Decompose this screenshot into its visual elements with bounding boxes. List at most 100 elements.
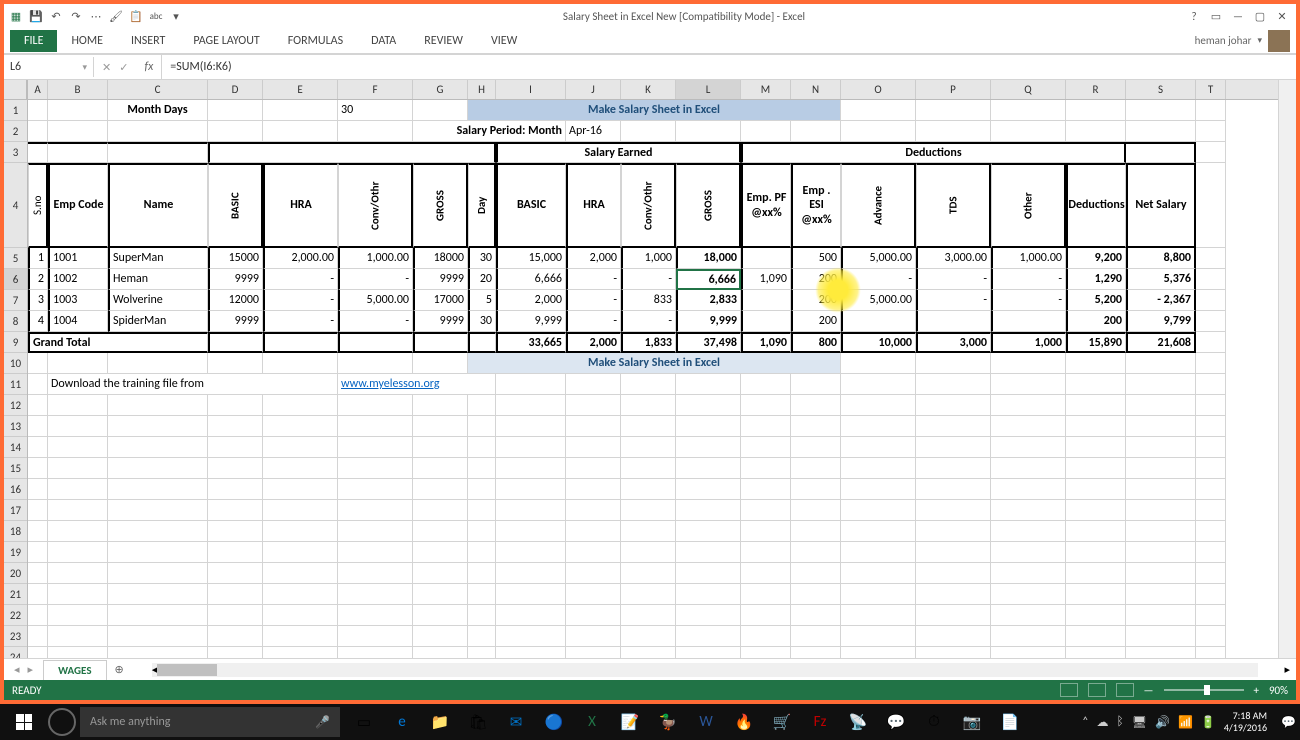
cell[interactable] <box>991 437 1066 458</box>
cell[interactable] <box>676 458 741 479</box>
grand-total-label[interactable]: Grand Total <box>28 332 208 353</box>
cell[interactable] <box>48 437 108 458</box>
cell[interactable] <box>496 626 566 647</box>
cell[interactable] <box>916 416 991 437</box>
table-cell[interactable]: 5,000.00 <box>338 290 413 311</box>
cell[interactable] <box>48 647 108 658</box>
cell[interactable] <box>1196 163 1226 248</box>
file-tab[interactable]: FILE <box>10 30 57 52</box>
table-cell[interactable] <box>841 311 916 332</box>
cell[interactable] <box>991 521 1066 542</box>
volume-icon[interactable]: 🔊 <box>1155 715 1170 730</box>
table-cell[interactable]: 5,200 <box>1066 290 1126 311</box>
app-icon[interactable]: ⏱ <box>916 706 952 738</box>
cell[interactable] <box>991 374 1066 395</box>
col-header[interactable]: H <box>468 80 496 99</box>
table-cell[interactable]: - <box>566 269 621 290</box>
cell[interactable] <box>741 458 791 479</box>
cells[interactable]: Month Days30Make Salary Sheet in ExcelSa… <box>28 100 1278 658</box>
cell[interactable] <box>48 542 108 563</box>
outlook-icon[interactable]: ✉ <box>498 706 534 738</box>
table-cell[interactable]: 9,999 <box>676 311 741 332</box>
table-cell[interactable]: 15,000 <box>496 248 566 269</box>
table-cell[interactable]: - <box>621 269 676 290</box>
cell[interactable] <box>338 332 413 353</box>
cell[interactable] <box>1126 458 1196 479</box>
cell[interactable] <box>208 521 263 542</box>
cell[interactable] <box>108 479 208 500</box>
cell[interactable] <box>208 584 263 605</box>
cell[interactable] <box>991 458 1066 479</box>
cell[interactable] <box>916 605 991 626</box>
cell[interactable] <box>1126 542 1196 563</box>
clock[interactable]: 7:18 AM 4/19/2016 <box>1224 710 1273 734</box>
cell[interactable] <box>1126 521 1196 542</box>
cell[interactable] <box>48 142 108 163</box>
cell[interactable] <box>28 458 48 479</box>
row-header[interactable]: 3 <box>4 142 27 163</box>
cell[interactable] <box>28 395 48 416</box>
app-icon[interactable]: 📝 <box>612 706 648 738</box>
table-cell[interactable]: 1,000.00 <box>991 248 1066 269</box>
cell[interactable] <box>621 416 676 437</box>
cell[interactable] <box>413 332 468 353</box>
table-cell[interactable]: - <box>263 269 338 290</box>
app-icon[interactable]: 📄 <box>992 706 1028 738</box>
cell[interactable] <box>621 437 676 458</box>
table-header[interactable]: Day <box>468 163 496 248</box>
row-header[interactable]: 6 <box>4 269 27 290</box>
cell[interactable] <box>108 458 208 479</box>
table-cell[interactable]: - <box>916 290 991 311</box>
cell[interactable] <box>28 416 48 437</box>
cell[interactable] <box>991 647 1066 658</box>
cell[interactable] <box>1196 353 1226 374</box>
cell[interactable] <box>108 353 208 374</box>
cell[interactable] <box>621 479 676 500</box>
table-cell[interactable]: - <box>916 269 991 290</box>
cell[interactable] <box>566 542 621 563</box>
table-cell[interactable]: 5,000.00 <box>841 290 916 311</box>
cell[interactable] <box>496 542 566 563</box>
cell[interactable] <box>621 374 676 395</box>
cell[interactable] <box>496 521 566 542</box>
table-cell[interactable]: 9999 <box>413 311 468 332</box>
table-cell[interactable]: 1004 <box>48 311 108 332</box>
cell[interactable] <box>621 563 676 584</box>
cell[interactable] <box>1066 521 1126 542</box>
ribbon-tab-home[interactable]: HOME <box>57 30 117 52</box>
cell[interactable] <box>496 500 566 521</box>
cell[interactable] <box>108 605 208 626</box>
name-box[interactable]: L6 ▾ <box>4 57 94 77</box>
salary-earned-header[interactable]: Salary Earned <box>496 142 741 163</box>
cell[interactable] <box>566 416 621 437</box>
cell[interactable] <box>1126 142 1196 163</box>
cell[interactable] <box>1196 416 1226 437</box>
cell[interactable] <box>1196 542 1226 563</box>
row-header[interactable]: 23 <box>4 626 27 647</box>
cell[interactable] <box>48 500 108 521</box>
cell[interactable] <box>1196 584 1226 605</box>
excel-taskbar-icon[interactable]: X <box>574 706 610 738</box>
cell[interactable] <box>841 500 916 521</box>
cell[interactable] <box>841 542 916 563</box>
cell[interactable] <box>208 647 263 658</box>
cell[interactable] <box>468 647 496 658</box>
app-icon[interactable]: 📷 <box>954 706 990 738</box>
period-value[interactable]: Apr-16 <box>566 121 621 142</box>
cell[interactable] <box>413 605 468 626</box>
cell[interactable] <box>1196 647 1226 658</box>
row-header[interactable]: 16 <box>4 479 27 500</box>
cell[interactable] <box>108 521 208 542</box>
table-cell[interactable]: 2,000 <box>566 248 621 269</box>
table-header[interactable]: Conv/Othr <box>338 163 413 248</box>
table-cell[interactable]: 30 <box>468 311 496 332</box>
cell[interactable] <box>1066 542 1126 563</box>
fx-label[interactable]: fx <box>136 55 162 79</box>
cell[interactable] <box>48 584 108 605</box>
cell[interactable] <box>566 584 621 605</box>
col-header[interactable]: K <box>621 80 676 99</box>
cell[interactable] <box>1196 248 1226 269</box>
cell[interactable] <box>1126 395 1196 416</box>
cell[interactable] <box>263 332 338 353</box>
cell[interactable] <box>1126 563 1196 584</box>
